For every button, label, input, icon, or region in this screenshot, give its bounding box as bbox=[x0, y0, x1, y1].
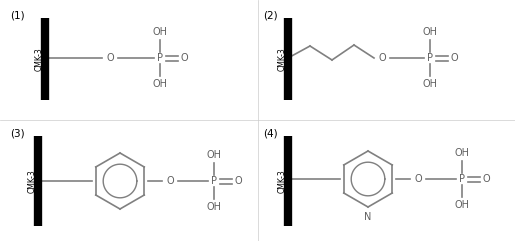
Text: OH: OH bbox=[152, 27, 167, 37]
Text: P: P bbox=[427, 53, 433, 63]
Text: N: N bbox=[364, 212, 372, 222]
Text: O: O bbox=[166, 176, 174, 186]
Text: O: O bbox=[106, 53, 114, 63]
Text: OH: OH bbox=[207, 150, 221, 160]
Text: (3): (3) bbox=[10, 129, 25, 139]
Text: O: O bbox=[180, 53, 188, 63]
Text: O: O bbox=[450, 53, 458, 63]
Text: (4): (4) bbox=[263, 129, 278, 139]
Text: OH: OH bbox=[207, 202, 221, 212]
Text: O: O bbox=[234, 176, 242, 186]
Text: (1): (1) bbox=[10, 10, 25, 20]
Text: CMK-3: CMK-3 bbox=[278, 47, 286, 71]
Text: OH: OH bbox=[455, 200, 470, 210]
Text: CMK-3: CMK-3 bbox=[27, 169, 37, 193]
Text: OH: OH bbox=[152, 79, 167, 89]
Text: OH: OH bbox=[422, 27, 438, 37]
Text: P: P bbox=[157, 53, 163, 63]
Text: O: O bbox=[414, 174, 422, 184]
Text: CMK-3: CMK-3 bbox=[278, 169, 286, 193]
Text: P: P bbox=[211, 176, 217, 186]
Text: OH: OH bbox=[455, 148, 470, 158]
Text: O: O bbox=[378, 53, 386, 63]
Text: OH: OH bbox=[422, 79, 438, 89]
Text: CMK-3: CMK-3 bbox=[35, 47, 43, 71]
Text: (2): (2) bbox=[263, 10, 278, 20]
Text: O: O bbox=[482, 174, 490, 184]
Text: P: P bbox=[459, 174, 465, 184]
